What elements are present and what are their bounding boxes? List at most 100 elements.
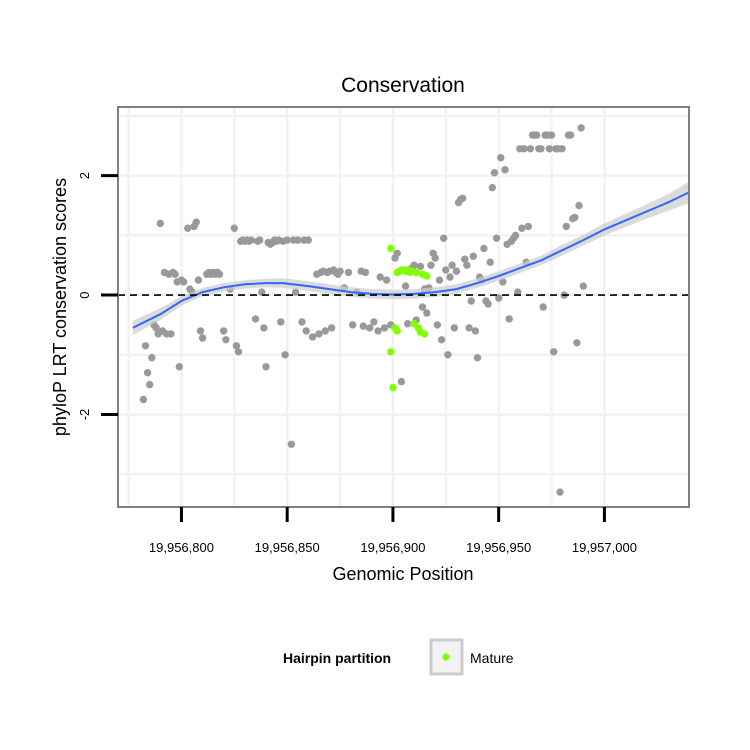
point-other [302,327,310,335]
point-other [537,145,545,153]
point-other [484,300,492,308]
point-other [520,145,528,153]
point-other [473,354,482,362]
panel-border [117,106,690,508]
point-other [547,131,556,139]
point-other [234,348,243,356]
point-other [194,276,203,284]
point-other [497,154,505,162]
point-other [283,236,291,244]
point-other [336,267,344,275]
point-other [562,222,570,231]
point-other [167,330,175,338]
point-other [423,309,431,317]
x-tick-label: 19,956,850 [255,540,320,555]
point-other [401,282,410,290]
point-other [480,244,488,253]
point-other [571,213,579,222]
point-other [505,315,513,323]
point-other [294,236,302,244]
point-other [262,363,270,371]
point-other [577,124,585,132]
point-mature [387,244,395,253]
point-mature [423,272,431,280]
point-mature [387,348,395,356]
point-other [440,234,448,242]
point-other [459,194,467,202]
point-other [215,270,224,278]
point-other [518,224,526,232]
point-mature [412,268,420,277]
point-other [450,324,458,332]
point-other [146,380,154,389]
x-axis-title: Genomic Position [332,564,473,584]
point-other [175,363,183,371]
smooth-line [132,191,690,329]
point-other [374,327,382,335]
chart-title: Conservation [341,74,465,97]
point-other [575,201,583,210]
point-other [277,318,285,326]
point-other [452,267,461,275]
point-other [573,339,581,347]
point-other [442,266,450,274]
point-other [556,488,564,496]
point-other [469,252,477,260]
point-other [361,268,370,277]
legend: Hairpin partition Mature [283,638,514,676]
point-other [410,261,418,269]
panel-background [118,107,689,507]
point-other [256,236,264,244]
point-other [448,261,456,269]
point-other [251,315,260,323]
point-other [545,145,554,153]
point-other [258,288,266,296]
point-other [370,318,378,326]
point-other [486,258,494,266]
x-tick-label: 19,956,800 [149,540,214,555]
point-other [196,327,205,335]
point-other [471,327,480,335]
point-other [220,327,228,335]
point-other [514,288,522,296]
point-other [148,354,156,362]
point-mature [420,330,429,338]
point-other [566,131,575,139]
legend-key-dot [442,653,450,661]
point-other [433,321,441,329]
point-other [304,236,312,244]
y-tick-label: 2 [77,172,92,179]
point-other [291,288,300,296]
point-other [247,236,255,244]
point-other [344,268,353,277]
point-other [437,336,446,344]
point-other [526,145,535,153]
point-other [418,303,427,311]
point-other [380,324,389,332]
x-tick-label: 19,956,900 [360,540,425,555]
point-other [524,222,532,231]
point-mature [393,327,401,335]
y-axis-title: phyloP LRT conservation scores [50,178,70,436]
point-other [321,327,329,335]
point-other [198,334,207,342]
legend-label-mature: Mature [470,650,514,666]
point-other [427,261,435,269]
point-other [539,303,547,311]
x-tick-label: 19,957,000 [572,540,637,555]
plot-panel [117,106,690,508]
point-other [435,276,444,284]
y-tick-label: 0 [77,291,92,298]
point-other [232,342,241,350]
point-other [287,440,296,448]
point-other [230,224,238,232]
legend-key [429,638,464,676]
point-other [558,145,566,153]
point-other [349,321,357,329]
point-other [397,377,406,386]
point-other [156,219,164,228]
point-other [315,330,323,338]
point-other [495,294,503,302]
point-other [366,324,374,332]
